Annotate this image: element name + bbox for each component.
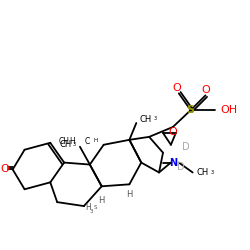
- Text: $_3$: $_3$: [153, 115, 158, 123]
- Text: O: O: [168, 127, 177, 137]
- Text: CH: CH: [196, 168, 209, 177]
- Text: H: H: [69, 137, 75, 146]
- Text: S: S: [94, 204, 98, 210]
- Text: D: D: [182, 142, 190, 152]
- Text: H: H: [94, 138, 98, 143]
- Text: N: N: [169, 158, 177, 168]
- Text: CH: CH: [60, 140, 72, 149]
- Text: O: O: [172, 84, 181, 94]
- Text: O: O: [0, 164, 9, 174]
- Text: CH: CH: [59, 137, 70, 146]
- Text: D: D: [177, 162, 184, 172]
- Text: O: O: [201, 86, 210, 96]
- Text: $_3$: $_3$: [72, 140, 77, 149]
- Text: $_3$: $_3$: [210, 168, 215, 177]
- Text: S: S: [187, 105, 195, 115]
- Text: H: H: [98, 196, 105, 205]
- Text: C: C: [84, 137, 89, 146]
- Text: OH: OH: [220, 105, 238, 115]
- Text: 3: 3: [90, 208, 94, 214]
- Text: H: H: [126, 190, 132, 199]
- Text: CH: CH: [139, 114, 151, 124]
- Text: H: H: [85, 202, 91, 211]
